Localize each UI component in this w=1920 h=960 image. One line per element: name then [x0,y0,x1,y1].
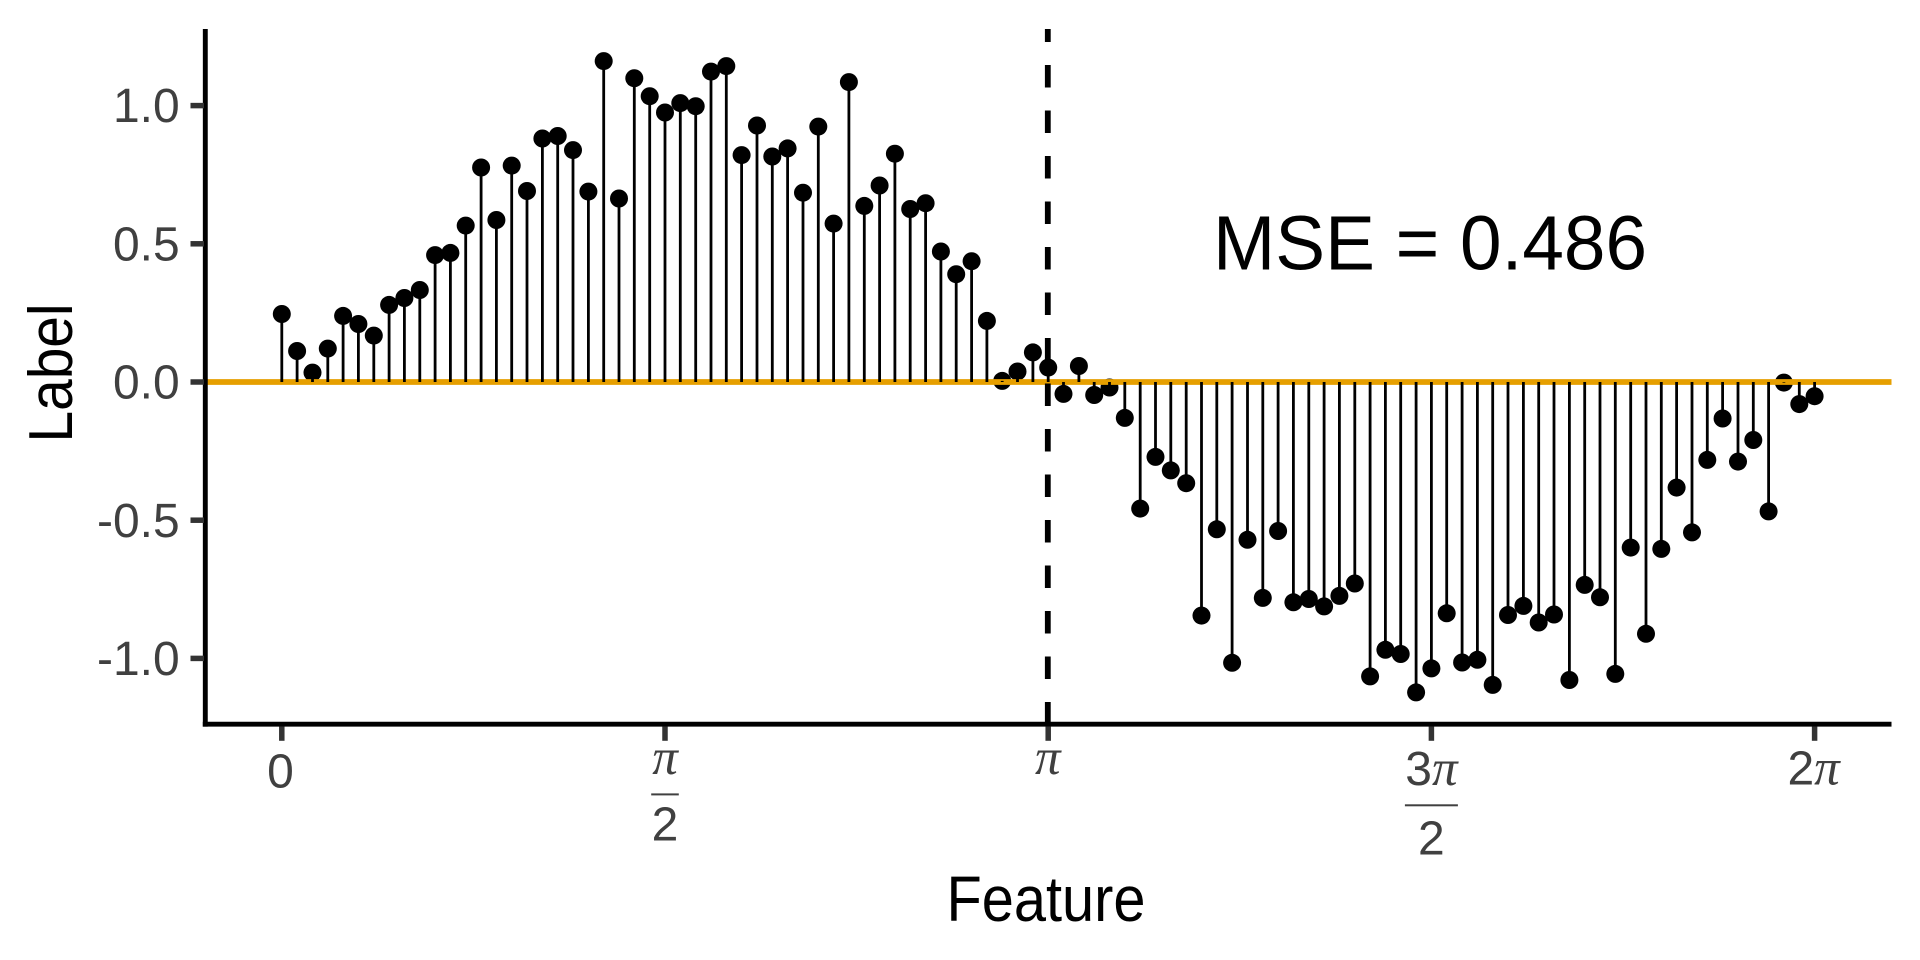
svg-text:0.0: 0.0 [113,357,180,410]
svg-text:Feature: Feature [947,863,1146,935]
svg-text:MSE = 0.486: MSE = 0.486 [1213,201,1647,287]
svg-text:π: π [652,730,679,786]
svg-text:-1.0: -1.0 [97,633,180,686]
svg-text:2: 2 [1418,812,1445,865]
svg-text:0.5: 0.5 [113,218,180,271]
svg-text:1.0: 1.0 [113,80,180,133]
svg-text:π: π [1035,730,1062,786]
svg-text:0: 0 [267,746,294,799]
svg-text:-0.5: -0.5 [97,495,180,548]
svg-text:Label: Label [17,304,86,443]
svg-text:2: 2 [652,799,679,852]
svg-text:2π: 2π [1787,741,1841,797]
svg-text:3π: 3π [1405,741,1459,797]
